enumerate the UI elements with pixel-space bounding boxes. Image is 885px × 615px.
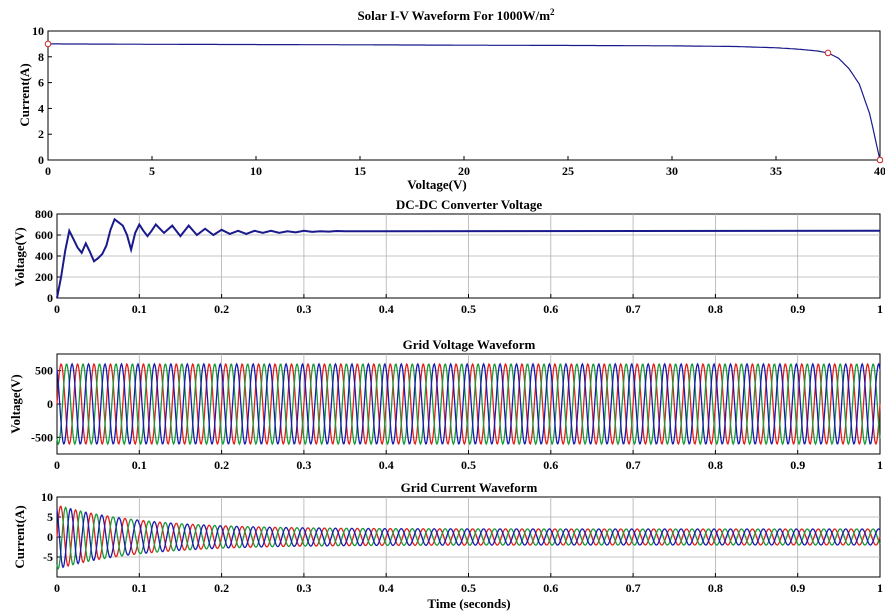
gridi-phase-blue [56, 507, 881, 569]
gridv-xtick-label: 0.2 [214, 458, 229, 472]
iv-xtick-label: 5 [149, 164, 155, 178]
gridi-xtick-label: 0 [54, 581, 60, 595]
gridv-ylabel: Voltage(V) [8, 374, 23, 433]
gridi-ticks: 0 0.1 0.2 0.3 0.4 0.5 0.6 0.7 0.8 0.9 1 -5 0 5 10 [41, 490, 883, 595]
gridv-xtick-label: 0.5 [461, 458, 476, 472]
dcdc-chart: DC-DC Converter Voltage 0 0.1 0.2 0.3 0.4 0.5… [12, 197, 883, 316]
gridi-xtick-label: 0.3 [296, 581, 311, 595]
dcdc-voltage-line [56, 217, 881, 299]
dcdc-xtick-label: 0.4 [379, 302, 394, 316]
iv-ytick-label: 2 [38, 127, 44, 141]
iv-ytick-label: 4 [38, 101, 44, 115]
iv-xlabel: Voltage(V) [407, 177, 466, 192]
gridi-xtick-label: 0.1 [132, 581, 147, 595]
iv-ytick-label: 8 [38, 50, 44, 64]
iv-xtick-label: 40 [874, 164, 885, 178]
gridi-xtick-label: 0.5 [461, 581, 476, 595]
dcdc-ytick-label: 800 [35, 207, 53, 221]
iv-xtick-label: 20 [458, 164, 470, 178]
iv-ticks: 0 5 10 15 20 25 30 35 40 0 2 4 6 8 10 [32, 24, 885, 178]
gridv-chart: Grid Voltage Waveform 0 0.1 0.2 0.3 0.4 0.5 0.… [8, 337, 883, 472]
dcdc-xtick-label: 0.6 [543, 302, 558, 316]
dcdc-lines [56, 217, 881, 299]
gridi-phase-red [56, 505, 881, 567]
dcdc-ytick-label: 400 [35, 249, 53, 263]
dcdc-ytick-label: 200 [35, 270, 53, 284]
gridi-xtick-label: 0.9 [790, 581, 805, 595]
gridv-xtick-label: 0.8 [708, 458, 723, 472]
iv-title: Solar I-V Waveform For 1000W/m2 [357, 7, 555, 23]
dcdc-xtick-label: 0.3 [296, 302, 311, 316]
gridi-xtick-label: 0.8 [708, 581, 723, 595]
gridi-chart: Grid Current Waveform 0 0.1 0.2 0.3 0.4 0.5 0.… [12, 480, 883, 611]
iv-curve [48, 43, 881, 161]
gridi-ytick-label: -5 [43, 550, 53, 564]
iv-ylabel: Current(A) [17, 63, 32, 126]
gridi-xtick-label: 0.2 [214, 581, 229, 595]
dcdc-xtick-label: 0.8 [708, 302, 723, 316]
gridi-title: Grid Current Waveform [401, 480, 538, 495]
iv-plot-frame [47, 30, 881, 161]
gridv-ytick-label: 0 [47, 397, 53, 411]
dcdc-ylabel: Voltage(V) [12, 227, 27, 286]
iv-xtick-label: 30 [666, 164, 678, 178]
gridi-xlabel: Time (seconds) [427, 596, 510, 611]
gridv-ytick-label: 500 [35, 364, 53, 378]
dcdc-xtick-label: 0.9 [790, 302, 805, 316]
gridv-xtick-label: 0.6 [543, 458, 558, 472]
gridv-lines [56, 362, 881, 446]
iv-xtick-label: 10 [250, 164, 262, 178]
gridi-xtick-label: 1 [877, 581, 883, 595]
dcdc-xtick-label: 0.2 [214, 302, 229, 316]
gridv-title: Grid Voltage Waveform [403, 337, 536, 352]
iv-xtick-label: 35 [770, 164, 782, 178]
gridi-xtick-label: 0.4 [379, 581, 394, 595]
iv-point-marker [824, 49, 832, 57]
gridi-phase-green [56, 506, 881, 570]
gridv-ytick-label: -500 [31, 430, 53, 444]
dcdc-ytick-label: 0 [47, 291, 53, 305]
dcdc-grid [57, 214, 880, 298]
gridv-xtick-label: 0.7 [626, 458, 641, 472]
iv-xtick-label: 25 [562, 164, 574, 178]
dcdc-xtick-label: 0.7 [626, 302, 641, 316]
iv-point-marker [44, 40, 52, 48]
dcdc-xtick-label: 1 [877, 302, 883, 316]
iv-xtick-label: 15 [354, 164, 366, 178]
iv-xtick-label: 0 [45, 164, 51, 178]
gridv-phase-blue [56, 362, 881, 445]
dcdc-ticks: 0 0.1 0.2 0.3 0.4 0.5 0.6 0.7 0.8 0.9 1 0 200 400 600 8… [35, 207, 883, 316]
iv-ytick-label: 10 [32, 24, 44, 38]
dcdc-xtick-label: 0 [54, 302, 60, 316]
iv-ytick-label: 6 [38, 76, 44, 90]
iv-ytick-label: 0 [38, 153, 44, 167]
dcdc-title: DC-DC Converter Voltage [396, 197, 543, 212]
gridv-xtick-label: 0.9 [790, 458, 805, 472]
gridv-xtick-label: 0.4 [379, 458, 394, 472]
dcdc-xtick-label: 0.1 [132, 302, 147, 316]
iv-chart: Solar I-V Waveform For 1000W/m2 0 5 10 15 20… [17, 7, 885, 192]
dcdc-ytick-label: 600 [35, 228, 53, 242]
gridv-xtick-label: 0 [54, 458, 60, 472]
iv-point-marker [876, 156, 884, 164]
gridi-xtick-label: 0.7 [626, 581, 641, 595]
gridv-phase-red [56, 362, 881, 446]
gridi-ytick-label: 0 [47, 530, 53, 544]
dcdc-xtick-label: 0.5 [461, 302, 476, 316]
gridv-xtick-label: 0.3 [296, 458, 311, 472]
gridi-ylabel: Current(A) [12, 505, 27, 568]
gridv-phase-green [56, 363, 881, 446]
iv-lines [44, 40, 884, 164]
gridi-lines [56, 505, 881, 570]
gridv-xtick-label: 0.1 [132, 458, 147, 472]
gridi-ytick-label: 10 [41, 490, 53, 504]
gridi-ytick-label: 5 [47, 510, 53, 524]
gridi-xtick-label: 0.6 [543, 581, 558, 595]
gridv-xtick-label: 1 [877, 458, 883, 472]
